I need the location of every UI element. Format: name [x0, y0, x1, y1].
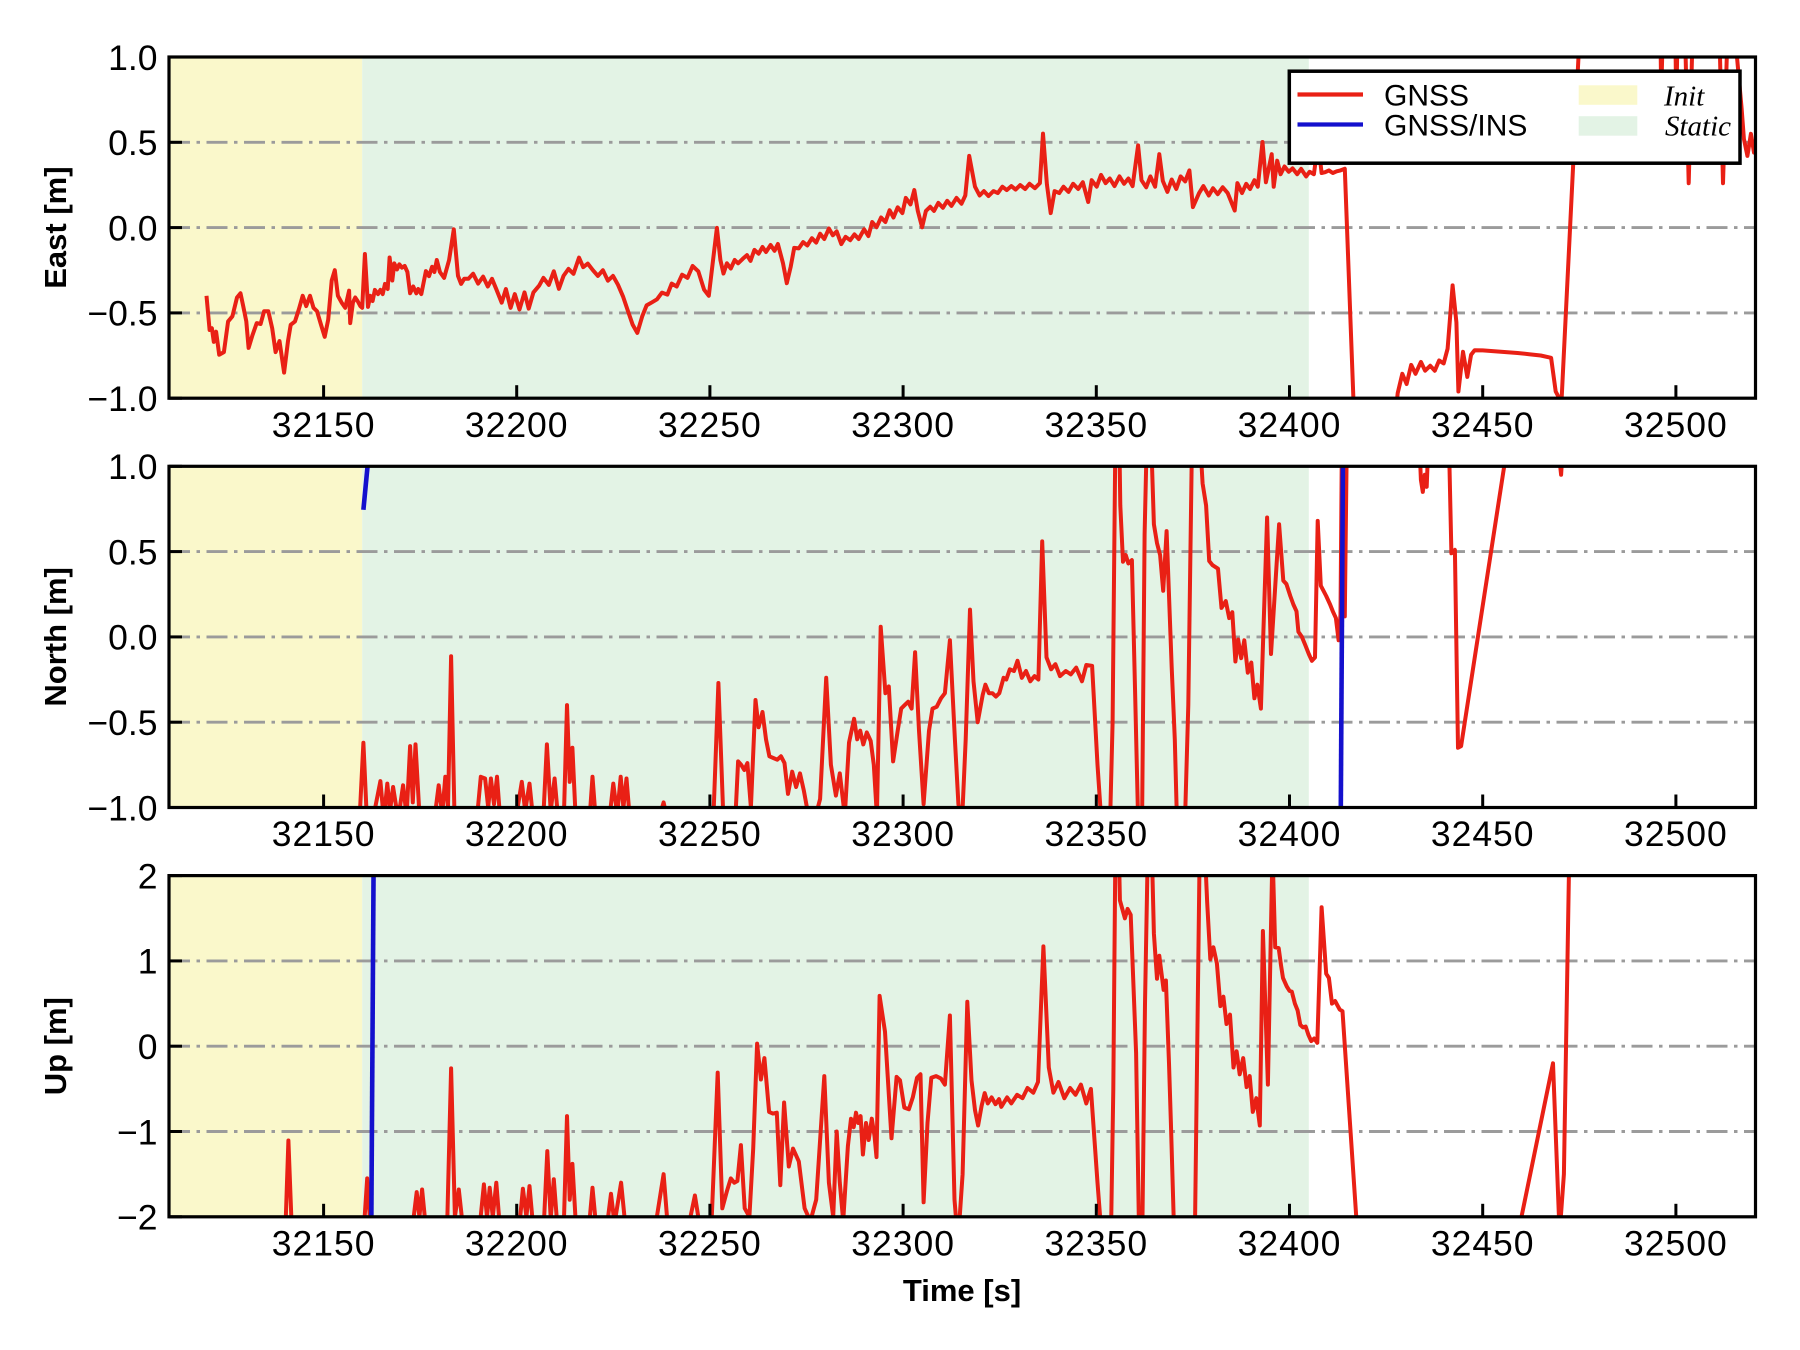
svg-text:−1.0: −1.0 — [87, 788, 157, 828]
svg-text:32400: 32400 — [1238, 814, 1342, 854]
svg-text:32350: 32350 — [1044, 405, 1148, 445]
svg-text:1: 1 — [138, 942, 158, 982]
svg-text:32250: 32250 — [658, 814, 762, 854]
svg-text:32450: 32450 — [1431, 1224, 1535, 1264]
svg-text:GNSS/INS: GNSS/INS — [1384, 110, 1527, 143]
svg-text:32500: 32500 — [1624, 1224, 1728, 1264]
svg-text:32300: 32300 — [851, 1224, 955, 1264]
svg-text:32150: 32150 — [272, 405, 376, 445]
svg-text:1.0: 1.0 — [108, 38, 157, 78]
svg-text:−2: −2 — [117, 1198, 157, 1238]
svg-text:Time [s]: Time [s] — [903, 1273, 1021, 1308]
svg-text:32250: 32250 — [658, 405, 762, 445]
svg-text:0: 0 — [138, 1027, 158, 1067]
svg-text:0.5: 0.5 — [108, 532, 157, 572]
svg-text:GNSS: GNSS — [1384, 80, 1469, 113]
svg-text:0.5: 0.5 — [108, 123, 157, 163]
svg-text:32300: 32300 — [851, 814, 955, 854]
svg-text:−0.5: −0.5 — [87, 294, 157, 334]
svg-text:32150: 32150 — [272, 814, 376, 854]
svg-text:32200: 32200 — [465, 405, 569, 445]
svg-text:32300: 32300 — [851, 405, 955, 445]
svg-text:32450: 32450 — [1431, 814, 1535, 854]
svg-text:2: 2 — [138, 856, 158, 896]
svg-text:Init: Init — [1663, 81, 1705, 113]
svg-text:East [m]: East [m] — [38, 166, 73, 288]
svg-text:32200: 32200 — [465, 814, 569, 854]
svg-text:32500: 32500 — [1624, 405, 1728, 445]
svg-text:32400: 32400 — [1238, 1224, 1342, 1264]
svg-text:32350: 32350 — [1044, 1224, 1148, 1264]
svg-text:−1: −1 — [117, 1112, 157, 1152]
svg-text:32150: 32150 — [272, 1224, 376, 1264]
svg-text:32200: 32200 — [465, 1224, 569, 1264]
svg-text:North [m]: North [m] — [38, 567, 73, 706]
svg-text:Up [m]: Up [m] — [38, 997, 73, 1095]
svg-text:32350: 32350 — [1044, 814, 1148, 854]
svg-text:32500: 32500 — [1624, 814, 1728, 854]
svg-text:32400: 32400 — [1238, 405, 1342, 445]
svg-text:32450: 32450 — [1431, 405, 1535, 445]
svg-text:−1.0: −1.0 — [87, 379, 157, 419]
svg-text:32250: 32250 — [658, 1224, 762, 1264]
svg-text:Static: Static — [1665, 111, 1731, 143]
svg-text:1.0: 1.0 — [108, 447, 157, 487]
svg-text:−0.5: −0.5 — [87, 703, 157, 743]
svg-text:0.0: 0.0 — [108, 208, 157, 248]
svg-text:0.0: 0.0 — [108, 618, 157, 658]
